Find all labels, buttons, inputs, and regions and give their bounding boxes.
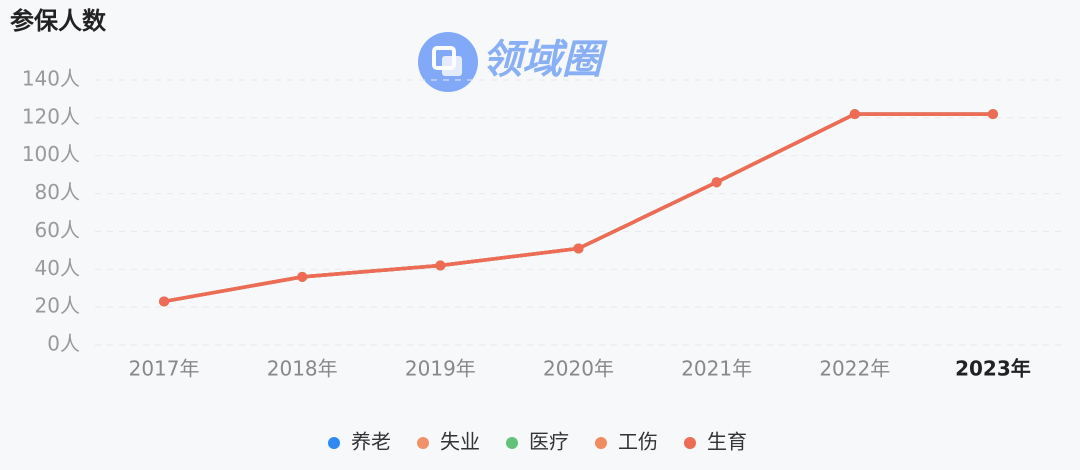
data-point	[711, 177, 722, 188]
y-tick-label: 40人	[35, 256, 80, 280]
data-point	[297, 271, 308, 282]
chart-title: 参保人数	[10, 7, 107, 35]
x-tick-label: 2020年	[543, 357, 614, 381]
data-point	[159, 296, 170, 307]
legend-marker	[595, 437, 607, 449]
legend-label: 失业	[440, 430, 480, 454]
data-point	[987, 109, 998, 120]
x-tick-label: 2023年	[955, 357, 1031, 381]
x-tick-label: 2017年	[129, 357, 200, 381]
legend-marker	[684, 437, 696, 449]
x-tick-label: 2018年	[267, 357, 338, 381]
y-tick-label: 120人	[22, 104, 80, 128]
watermark-logo	[418, 32, 478, 92]
y-tick-label: 80人	[35, 180, 80, 204]
x-tick-label: 2022年	[819, 357, 890, 381]
legend-label: 医疗	[529, 430, 569, 454]
y-tick-label: 20人	[35, 294, 80, 318]
x-tick-label: 2019年	[405, 357, 476, 381]
data-point	[435, 260, 446, 271]
data-point	[849, 109, 860, 120]
legend-label: 养老	[351, 430, 391, 454]
y-tick-label: 60人	[35, 218, 80, 242]
x-tick-label: 2021年	[681, 357, 752, 381]
watermark: 领域圈	[482, 37, 608, 83]
legend-marker	[417, 437, 429, 449]
y-tick-label: 100人	[22, 142, 80, 166]
legend-label: 生育	[707, 430, 747, 454]
legend-label: 工伤	[618, 430, 658, 454]
y-tick-label: 0人	[47, 332, 80, 356]
legend-marker	[328, 437, 340, 449]
data-point	[573, 243, 584, 254]
y-tick-label: 140人	[22, 67, 80, 91]
legend-marker	[506, 437, 518, 449]
